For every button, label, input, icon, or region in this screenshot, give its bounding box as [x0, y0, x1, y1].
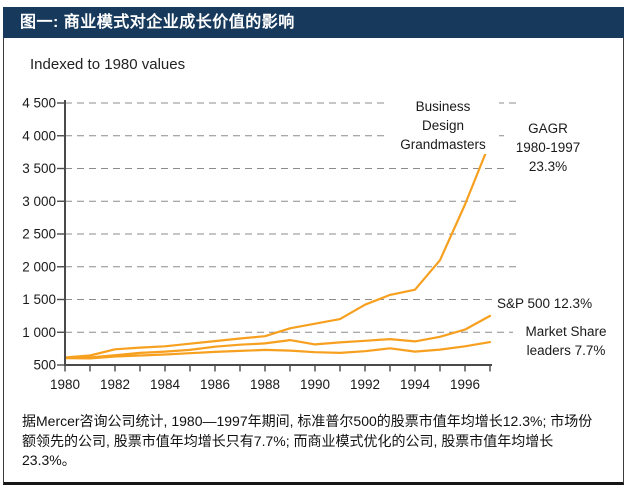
series-line-business-design-grandmasters — [63, 141, 492, 359]
y-tick-label: 1 500 — [22, 292, 56, 307]
x-tick-label: 1990 — [300, 377, 330, 392]
annotation-market-share-leaders: Market Share leaders 7.7% — [513, 322, 619, 360]
x-tick-label: 1980 — [50, 377, 80, 392]
series-line-market-share-leaders — [63, 341, 492, 360]
x-tick-label: 1988 — [250, 377, 280, 392]
y-tick-label: 500 — [33, 358, 56, 373]
chart-series — [63, 141, 492, 360]
figure-title-bar: 图一: 商业模式对企业成长价值的影响 — [3, 7, 624, 38]
chart-subtitle: Indexed to 1980 values — [30, 56, 186, 73]
figure-frame — [3, 7, 624, 485]
y-tick-label: 3 500 — [22, 161, 56, 176]
annotation-cagr-1980-1997: GAGR 1980-1997 23.3% — [505, 119, 591, 176]
figure-footnote: 据Mercer咨询公司统计, 1980—1997年期间, 标准普尔500的股票市… — [22, 413, 593, 468]
series-line-s-p-500 — [63, 314, 492, 359]
y-tick-label: 4 500 — [22, 96, 56, 111]
x-tick-label: 1996 — [450, 377, 480, 392]
x-tick-label: 1992 — [350, 377, 380, 392]
x-tick-label: 1994 — [400, 377, 431, 392]
y-tick-label: 2 500 — [22, 227, 56, 242]
figure-title: 图一: 商业模式对企业成长价值的影响 — [20, 14, 295, 31]
chart-axes — [64, 100, 492, 366]
y-tick-label: 1 000 — [22, 325, 56, 340]
x-tick-label: 1982 — [100, 377, 130, 392]
gridlines — [65, 102, 516, 333]
annotation-business-design-grandmasters: Business Design Grandmasters — [387, 97, 499, 154]
axis-labels: 500 1 000 1 500 2 000 2 500 3 000 3 500 4 000 4 … — [22, 96, 480, 393]
y-tick-label: 4 000 — [22, 128, 56, 143]
axis-ticks — [57, 102, 491, 372]
x-tick-label: 1986 — [200, 377, 230, 392]
x-tick-label: 1984 — [150, 377, 181, 392]
annotation-sp500: S&P 500 12.3% — [497, 294, 593, 313]
y-tick-label: 3 000 — [22, 194, 56, 209]
y-tick-label: 2 000 — [22, 259, 56, 274]
